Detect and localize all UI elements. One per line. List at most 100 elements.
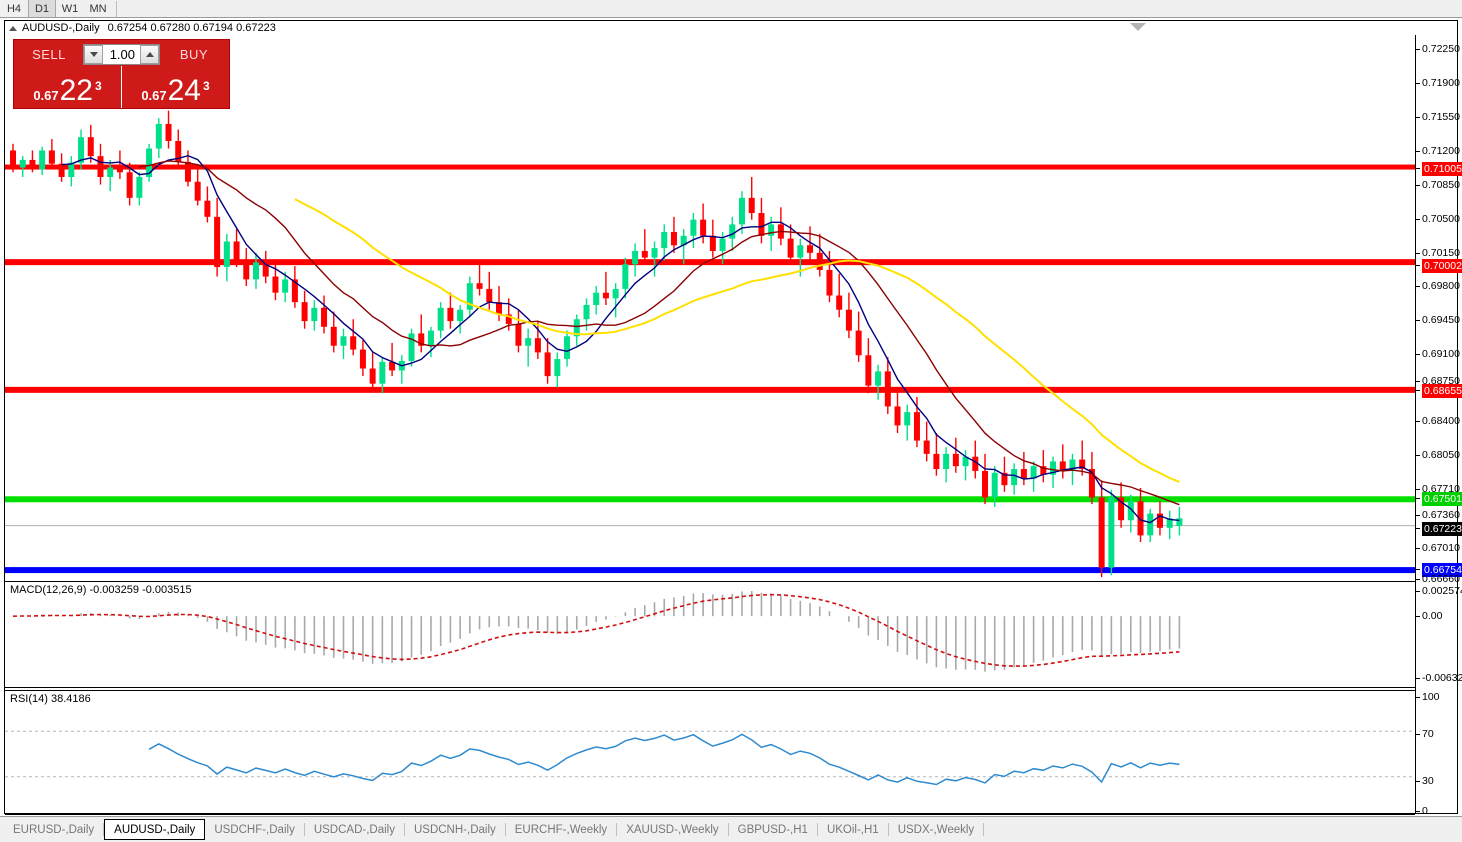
price-pane[interactable] [5,35,1415,580]
candle-body [1040,466,1047,475]
timeframe-h4[interactable]: H4 [6,2,22,15]
candle-body [1137,501,1144,536]
buy-price-prefix: 0.67 [141,88,167,103]
candle-body [1088,469,1095,498]
price-tick-0.71900: 0.71900 [1416,77,1460,89]
candle-body [204,200,211,217]
chart-tab-audusddaily[interactable]: AUDUSD-,Daily [104,819,206,840]
candle-body [418,333,425,346]
candle-body [962,456,969,467]
volume-increment-button[interactable] [140,45,159,64]
candle-body [39,150,46,170]
candle-body [408,333,415,361]
candle-body [816,252,823,270]
chart-tab-usdchfdaily[interactable]: USDCHF-,Daily [214,823,295,836]
candle-body [243,260,250,280]
timeframe-d1[interactable]: D1 [28,0,56,17]
macd-chart-canvas [12,591,1181,672]
price-tick-0.70850: 0.70850 [1416,179,1460,191]
candle-body [369,368,376,384]
candle-body [437,307,444,331]
rsi-pane[interactable]: RSI(14) 38.4186 [5,690,1415,813]
price-tick-0.69450: 0.69450 [1416,314,1460,326]
candle-body [68,162,75,177]
moving-average-line [294,198,1180,483]
price-chart-canvas [5,110,1415,578]
price-tick-0.70500: 0.70500 [1416,213,1460,225]
sell-button-label[interactable]: SELL [32,47,66,62]
chart-tab-usdcnhdaily[interactable]: USDCNH-,Daily [413,823,496,836]
chart-tab-ukoilh1[interactable]: UKOil-,H1 [826,823,879,836]
candle-body [136,176,143,198]
candle-body [797,245,804,258]
chart-shift-marker-icon[interactable] [1130,23,1146,31]
volume-stepper[interactable]: 1.00 [83,44,160,65]
price-scale[interactable]: 0.72250 0.71900 0.71550 0.71200 0.71005 0.708… [1415,35,1462,817]
chart-tab-eurchfweekly[interactable]: EURCHF-,Weekly [514,823,608,836]
candle-body [680,235,687,246]
chart-tab-bar: EURUSD-,Daily AUDUSD-,Daily USDCHF-,Daily U… [0,816,1462,842]
octp-prices-row: 0.67 22 3 0.67 24 3 [14,66,229,108]
buy-button-label[interactable]: BUY [179,47,209,62]
candle-body [126,172,133,198]
candle-body [321,307,328,327]
timeframe-mn[interactable]: MN [89,2,107,15]
macd-signal-line [12,593,1180,667]
volume-decrement-button[interactable] [84,45,103,64]
candle-body [807,245,814,253]
chart-tab-gbpusdh1[interactable]: GBPUSD-,H1 [737,823,808,836]
tab-divider [403,823,405,836]
chart-tab-usdcaddaily[interactable]: USDCAD-,Daily [313,823,395,836]
candle-body [262,262,269,277]
price-tick-0.68655: 0.68655 [1416,383,1462,398]
candle-body [991,472,998,498]
candle-body [525,338,532,346]
candle-body [982,470,988,498]
candle-body [1108,497,1115,568]
candle-body [787,238,794,258]
chart-title-bar: AUDUSD-,Daily 0.67254 0.67280 0.67194 0.… [5,21,1457,35]
price-tick-30: 30 [1416,775,1457,787]
timeframe-w1[interactable]: W1 [61,2,79,15]
level-current-0.67223 [5,525,1415,527]
tab-divider [983,823,985,836]
sell-price-big: 22 [59,74,93,107]
collapse-triangle-icon[interactable] [9,25,17,31]
candle-body [933,453,940,470]
candle-body [233,241,240,261]
sell-price-prefix: 0.67 [33,88,59,103]
chart-tab-eurusddaily[interactable]: EURUSD-,Daily [13,823,95,836]
candle-body [1001,472,1008,486]
candle-body [632,250,639,265]
candle-body [1079,459,1086,470]
volume-value[interactable]: 1.00 [103,45,140,64]
candle-body [165,123,172,141]
price-tick-70: 70 [1416,728,1457,740]
candle-body [272,276,279,293]
candle-body [972,456,979,471]
chart-tab-usdxweekly[interactable]: USDX-,Weekly [897,823,975,836]
candle-body [1166,518,1173,528]
candle-body [175,140,182,162]
chart-tab-xauusdweekly[interactable]: XAUUSD-,Weekly [626,823,719,836]
candle-body [1030,466,1037,479]
candle-body [836,295,843,310]
sell-price-fraction: 3 [95,79,102,93]
candle-body [184,161,191,182]
candle-body [564,336,571,360]
candle-body [311,307,318,322]
candle-body [593,292,600,305]
candle-body [875,371,882,386]
candle-body [253,262,259,280]
macd-pane[interactable]: MACD(12,26,9) -0.003259 -0.003515 [5,581,1415,688]
price-tick-0.67223: 0.67223 [1416,521,1462,536]
candle-body [1050,461,1057,475]
candle-body [952,453,959,467]
moving-average-line [139,160,1180,506]
sell-price-button[interactable]: 0.67 22 3 [14,66,122,108]
candle-body [1011,469,1018,486]
candle-body [690,219,697,236]
price-tick-0.00: 0.00 [1416,610,1457,622]
candle-body [78,137,85,163]
buy-price-button[interactable]: 0.67 24 3 [122,66,229,108]
